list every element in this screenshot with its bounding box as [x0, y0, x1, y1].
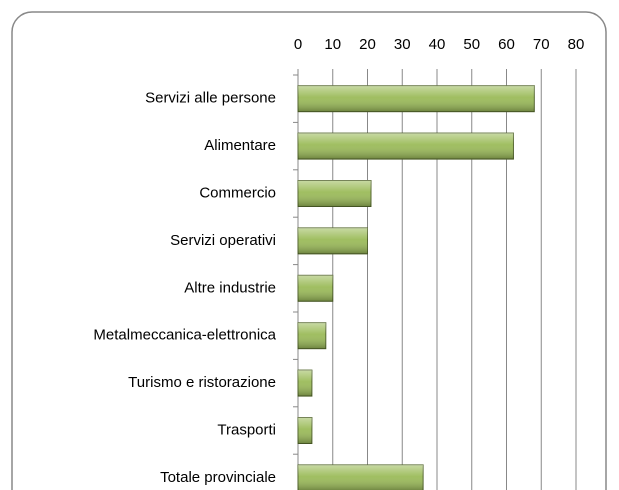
bar-shade [298, 133, 514, 160]
bar-shade [298, 275, 333, 302]
x-tick-label: 10 [324, 36, 341, 53]
bar-shade [298, 417, 312, 444]
y-tick-label: Commercio [199, 184, 276, 201]
bar-shade [298, 227, 368, 254]
y-tick-label: Alimentare [204, 137, 276, 154]
bar-shade [298, 85, 535, 112]
y-tick-label: Trasporti [217, 421, 276, 438]
bar-shade [298, 180, 371, 207]
bar-shade [298, 370, 312, 397]
bar-shade [298, 322, 326, 349]
x-tick-label: 30 [394, 36, 411, 53]
y-tick-label: Totale provinciale [160, 469, 276, 486]
x-tick-label: 70 [533, 36, 550, 53]
y-tick-label: Metalmeccanica-elettronica [93, 327, 276, 344]
x-tick-label: 60 [498, 36, 515, 53]
x-tick-label: 20 [359, 36, 376, 53]
bar-shade [298, 464, 424, 490]
x-tick-label: 80 [568, 36, 585, 53]
x-tick-label: 40 [429, 36, 446, 53]
y-tick-label: Altre industrie [184, 279, 276, 296]
x-tick-label: 50 [463, 36, 480, 53]
y-tick-label: Turismo e ristorazione [128, 374, 276, 391]
y-tick-label: Servizi alle persone [145, 90, 276, 107]
x-tick-label: 0 [294, 36, 302, 53]
y-tick-label: Servizi operativi [170, 232, 276, 249]
